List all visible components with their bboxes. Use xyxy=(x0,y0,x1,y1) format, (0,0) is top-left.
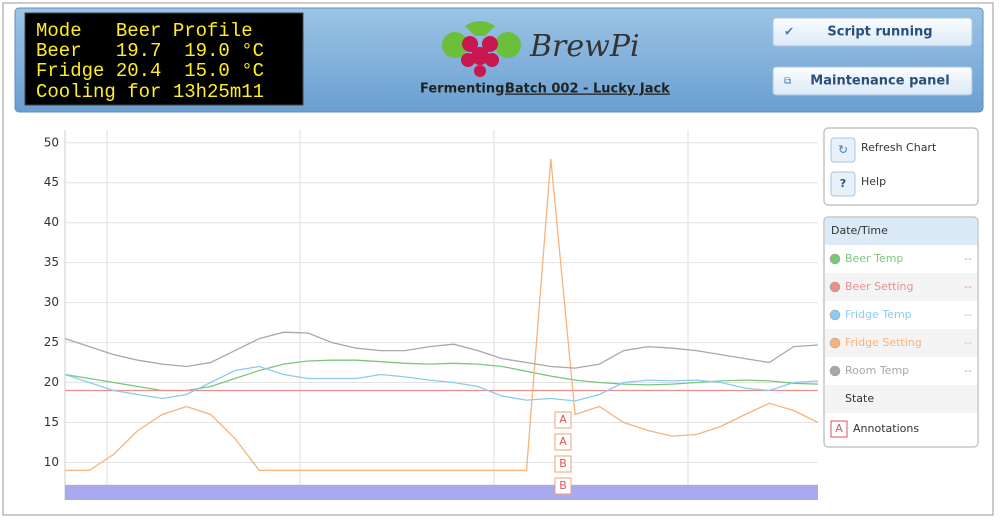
legend-readout: -- xyxy=(964,280,972,293)
legend-label: Annotations xyxy=(853,422,919,435)
y-tick-label: 15 xyxy=(44,415,59,429)
annotation-swatch-label: A xyxy=(835,422,843,435)
y-tick-label: 25 xyxy=(44,335,59,349)
button-label: Maintenance panel xyxy=(810,74,949,89)
legend-readout: -- xyxy=(964,364,972,377)
legend-swatch xyxy=(829,281,841,293)
legend-row-bg xyxy=(825,329,977,357)
legend-swatch xyxy=(829,365,841,377)
help-button[interactable] xyxy=(830,171,856,197)
series-line xyxy=(64,359,819,392)
legend-readout: -- xyxy=(964,252,972,265)
annotation-box xyxy=(554,433,572,451)
maintenance-button[interactable] xyxy=(772,66,973,96)
window-icon: ⧉ xyxy=(784,76,791,87)
legend-label: Room Temp xyxy=(845,364,909,377)
logo-text: BrewPi xyxy=(529,29,640,64)
state-band xyxy=(65,484,818,500)
legend-label: Beer Temp xyxy=(845,252,903,265)
refresh-button[interactable] xyxy=(830,137,856,163)
annotation-box xyxy=(554,477,572,495)
legend-row-bg xyxy=(825,273,977,301)
legend-swatch xyxy=(829,337,841,349)
series-line xyxy=(64,365,819,402)
annotation-label: B xyxy=(559,457,567,470)
series-line xyxy=(64,331,819,369)
legend-readout: -- xyxy=(964,336,972,349)
fermenting-label: Fermenting: xyxy=(420,82,510,97)
lcd-line: Fridge 20.4 15.0 °C xyxy=(36,60,264,82)
refresh-icon: ↻ xyxy=(838,143,848,157)
legend-label: State xyxy=(845,392,874,405)
series-line xyxy=(65,158,819,472)
lcd-line: Mode Beer Profile xyxy=(36,20,253,42)
legend-header-label: Date/Time xyxy=(831,224,888,237)
y-tick-label: 50 xyxy=(44,135,59,149)
help-icon: ? xyxy=(840,177,846,190)
legend-items: Beer Temp -- Beer Setting -- Fridge Temp -- Fr… xyxy=(825,252,977,438)
annotation-swatch xyxy=(830,420,848,438)
batch-link[interactable]: Batch 002 - Lucky Jack xyxy=(505,82,670,97)
button-label: Script running xyxy=(827,25,932,40)
lcd-line: Beer 19.7 19.0 °C xyxy=(36,40,264,62)
lcd-line: Cooling for 13h25m11 xyxy=(36,81,264,103)
annotation-box xyxy=(554,455,572,473)
chart-controls xyxy=(823,127,979,206)
legend-label: Beer Setting xyxy=(845,280,914,293)
legend-header xyxy=(825,218,977,245)
check-icon: ✔ xyxy=(784,25,794,39)
legend-readout: -- xyxy=(964,308,972,321)
y-tick-label: 30 xyxy=(44,295,59,309)
lcd-panel xyxy=(24,12,304,106)
y-tick-label: 20 xyxy=(44,375,59,389)
annotation-label: A xyxy=(559,435,567,448)
legend-label: Fridge Setting xyxy=(845,336,922,349)
y-tick-label: 40 xyxy=(44,215,59,229)
state-row-bg xyxy=(825,385,977,413)
annotation-label: A xyxy=(559,413,567,426)
legend-label: Fridge Temp xyxy=(845,308,912,321)
y-tick-label: 35 xyxy=(44,255,59,269)
legend-swatch xyxy=(829,309,841,321)
y-tick-label: 45 xyxy=(44,175,59,189)
annotation-label: B xyxy=(559,479,567,492)
y-tick-label: 10 xyxy=(44,455,59,469)
logo xyxy=(442,21,521,77)
script-button[interactable] xyxy=(772,17,973,47)
help-label[interactable]: Help xyxy=(861,175,886,188)
refresh-label[interactable]: Refresh Chart xyxy=(861,141,937,154)
legend-swatch xyxy=(829,253,841,265)
annotation-box xyxy=(554,411,572,429)
